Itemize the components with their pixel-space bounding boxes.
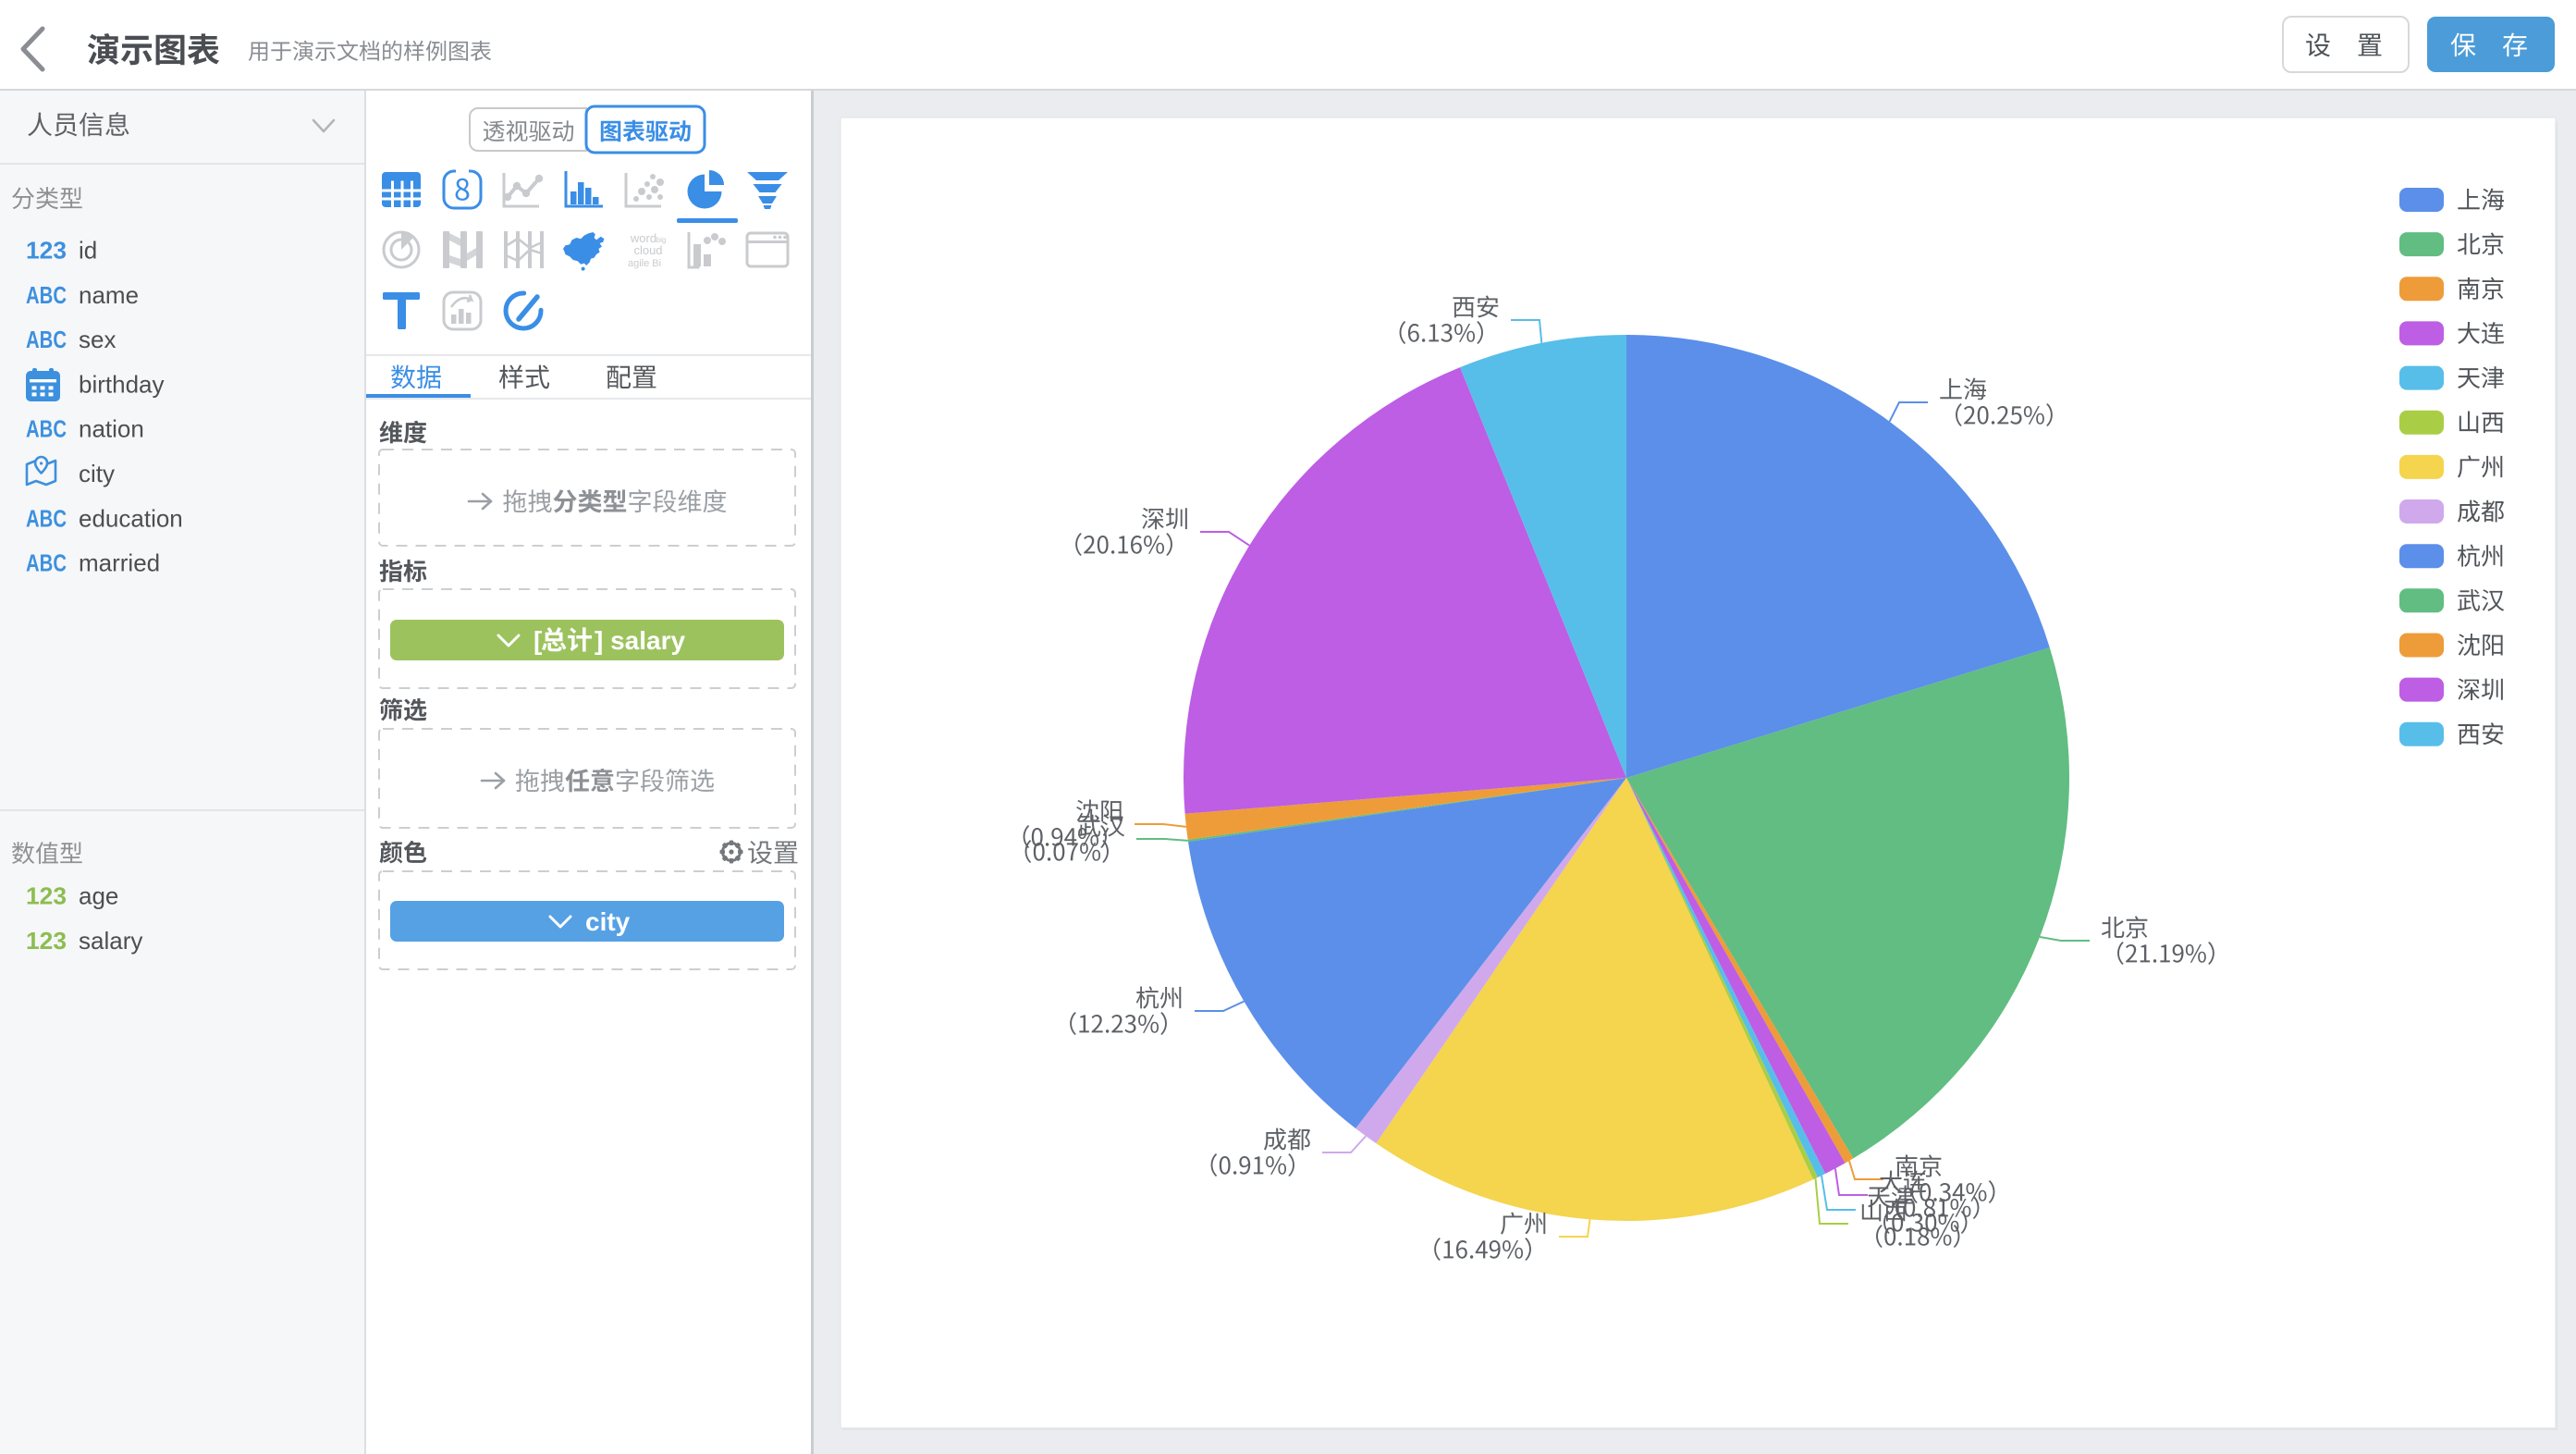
svg-text:salary: salary bbox=[79, 927, 142, 955]
svg-text:[: [ bbox=[534, 626, 542, 655]
svg-text:word: word bbox=[630, 231, 656, 245]
svg-text:] salary: ] salary bbox=[595, 626, 685, 655]
svg-text:id: id bbox=[79, 237, 97, 265]
svg-text:education: education bbox=[79, 504, 183, 532]
svg-text:agile Bi: agile Bi bbox=[628, 258, 661, 269]
svg-text:123: 123 bbox=[26, 882, 67, 910]
svg-text:ABC: ABC bbox=[26, 281, 67, 309]
svg-text:sex: sex bbox=[79, 326, 116, 353]
svg-text:big: big bbox=[656, 236, 667, 244]
svg-text:cloud: cloud bbox=[633, 243, 662, 257]
svg-text:123: 123 bbox=[26, 237, 67, 265]
svg-text:city: city bbox=[79, 460, 115, 487]
svg-text:birthday: birthday bbox=[79, 370, 165, 398]
svg-text:ABC: ABC bbox=[26, 504, 67, 532]
svg-text:married: married bbox=[79, 549, 160, 577]
svg-text:city: city bbox=[585, 907, 631, 936]
svg-text:123: 123 bbox=[26, 927, 67, 955]
svg-text:name: name bbox=[79, 281, 139, 309]
svg-text:ABC: ABC bbox=[26, 326, 67, 353]
svg-text:ABC: ABC bbox=[26, 549, 67, 577]
svg-text:ABC: ABC bbox=[26, 415, 67, 443]
svg-text:nation: nation bbox=[79, 415, 144, 443]
svg-text:age: age bbox=[79, 882, 118, 910]
